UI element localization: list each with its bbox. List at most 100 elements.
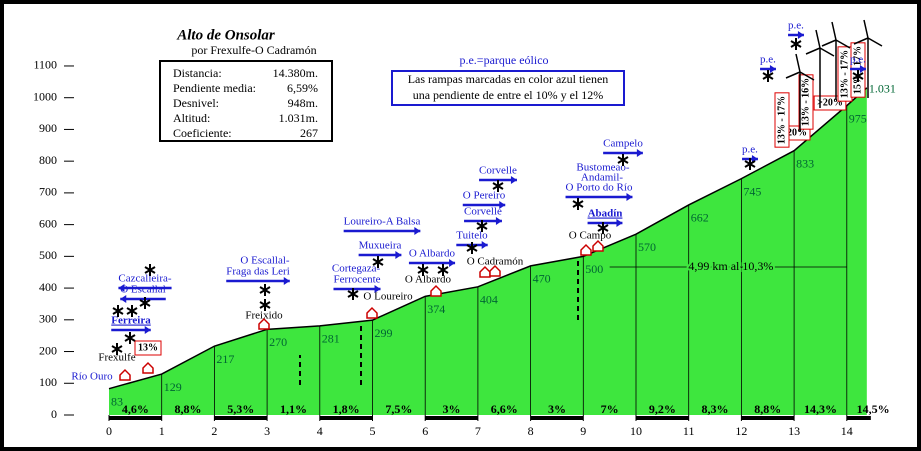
place-label: p.e.: [760, 54, 776, 66]
asterisk: [466, 242, 478, 254]
profile-line: [108, 87, 868, 390]
ramp-box: 13% - 16%: [798, 74, 814, 130]
value-label: 1.031: [869, 82, 896, 96]
place-label: Tuitelo: [456, 230, 488, 242]
gradient-label: 7%: [601, 402, 619, 416]
arrow-head: [616, 219, 623, 227]
place-label: Loureiro-A Balsa: [344, 216, 421, 228]
y-tick-label: 200: [39, 343, 57, 357]
place-label: Cazcalleira-: [118, 273, 171, 285]
x-tick-label: 5: [370, 424, 376, 438]
km-strip: [477, 416, 531, 420]
asterisk: [111, 343, 123, 355]
value-label: 745: [743, 184, 761, 198]
chart-title: Alto de Onsolar: [176, 27, 275, 43]
place-label: Ferreira: [111, 315, 151, 327]
info-value: 14.380m.: [273, 66, 318, 80]
value-label: 570: [638, 240, 656, 254]
asterisk: [790, 38, 802, 50]
x-tick-label: 8: [528, 424, 534, 438]
house-icon: [430, 284, 442, 297]
gradient-label: 5,3%: [227, 402, 254, 416]
gradient-label: 6,6%: [491, 402, 518, 416]
asterisk: [852, 70, 864, 82]
y-tick-label: 1000: [33, 89, 57, 103]
asterisk: [259, 299, 271, 311]
value-label: 281: [322, 332, 340, 346]
asterisk: [437, 264, 449, 276]
gradient-label: 7,5%: [385, 402, 412, 416]
asterisk: [259, 284, 271, 296]
place-label: Muxueira: [359, 240, 402, 252]
km-strip: [636, 416, 689, 420]
x-tick-label: 9: [580, 424, 586, 438]
y-tick-label: 300: [39, 312, 57, 326]
house-icon: [258, 317, 270, 330]
y-tick-label: 1100: [33, 58, 57, 72]
ramp-label: 13% - 17%: [776, 96, 787, 144]
asterisk: [572, 198, 584, 210]
value-label: 129: [164, 380, 182, 394]
km-strip: [214, 416, 268, 420]
arrow-head: [626, 193, 633, 201]
y-tick-label: 400: [39, 280, 57, 294]
x-tick-label: 10: [630, 424, 642, 438]
asterisk: [492, 180, 504, 192]
asterisk: [597, 222, 609, 234]
place-label: Abadín: [588, 208, 623, 220]
info-value: 948m.: [288, 96, 318, 110]
place-label: p.e.: [850, 54, 866, 66]
arrow-head: [769, 65, 776, 73]
value-label: 833: [796, 156, 814, 170]
arrow-head: [797, 31, 804, 39]
ramp-note-box: [391, 70, 625, 106]
arrow-head: [449, 259, 456, 267]
gradient-label: 3%: [548, 402, 566, 416]
ramp-note: una pendiente de entre el 10% y el 12%: [413, 88, 604, 102]
asterisk: [617, 154, 629, 166]
x-tick-label: 13: [788, 424, 800, 438]
gradient-label: 1,1%: [280, 402, 307, 416]
house-icon: [119, 368, 131, 381]
value-label: 975: [849, 111, 867, 125]
gradient-label: 8,8%: [754, 402, 781, 416]
y-tick-label: 600: [39, 216, 57, 230]
info-label: Desnivel:: [173, 96, 219, 110]
turbine-blades: [785, 53, 815, 81]
arrow-head: [118, 284, 125, 292]
house-icon: [366, 306, 378, 319]
value-label: 374: [427, 302, 445, 316]
ramp-box: 13% - 17%: [837, 46, 853, 102]
place-label: O Albardo: [409, 248, 456, 260]
km-strip: [319, 416, 373, 420]
gradient-label: 8,8%: [175, 402, 202, 416]
x-tick-label: 14: [841, 424, 853, 438]
ramp-box: 13%: [134, 340, 162, 356]
place-label: O Albardo: [405, 274, 452, 286]
ramp-label: 13%: [138, 342, 158, 353]
turbine-blades: [821, 21, 851, 49]
km-strip: [425, 416, 478, 420]
gradient-label: 4,6%: [122, 402, 149, 416]
info-label: Distancia:: [173, 66, 222, 80]
arrow-head: [374, 285, 381, 293]
asterisk: [744, 158, 756, 170]
place-label: Cortegaza-: [332, 263, 381, 275]
gradient-label: 1,8%: [333, 402, 360, 416]
x-tick-label: 11: [683, 424, 695, 438]
km-strip: [161, 416, 215, 420]
ramp-label: 13% - 16%: [800, 78, 811, 126]
info-value: 267: [300, 126, 318, 140]
gradient-label: 3%: [443, 402, 461, 416]
info-box: [159, 60, 333, 142]
place-label: Fraga das Leri: [226, 266, 290, 278]
info-label: Pendiente media:: [173, 81, 256, 95]
place-label: Andamil-: [581, 172, 623, 184]
ramp-label: 13% - 17%: [839, 50, 850, 98]
x-tick-label: 1: [159, 424, 165, 438]
ramp-frame: [134, 340, 162, 356]
km-strip: [372, 416, 426, 420]
place-label: Campelo: [603, 138, 643, 150]
